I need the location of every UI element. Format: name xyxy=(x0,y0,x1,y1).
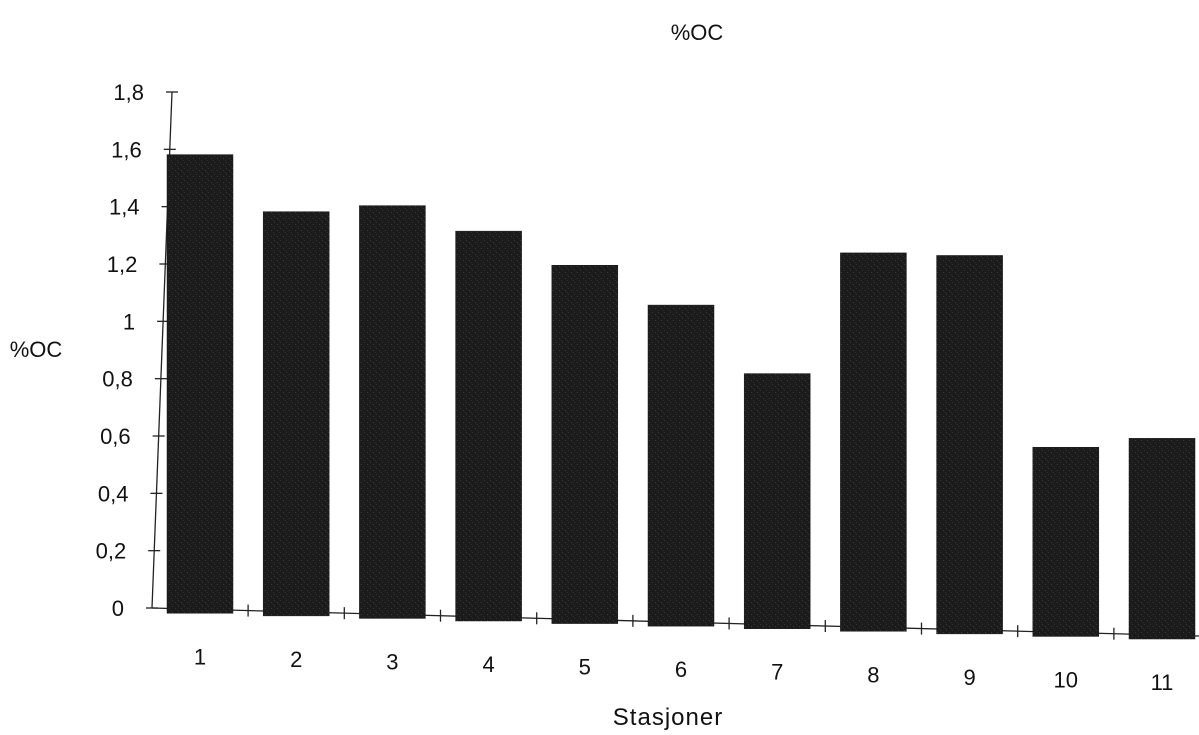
bar xyxy=(166,154,234,614)
plot-area: 0 0,2 0,4 0,6 0,8 1 1,2 1,4 1,6 1,8 1 2 3 4 5 6 7 8 9 10 11 xyxy=(96,80,1199,695)
y-tick-label: 1 xyxy=(123,309,135,334)
bar xyxy=(1128,438,1196,640)
x-tick-label: 5 xyxy=(579,655,591,680)
y-tick-label: 1,4 xyxy=(109,195,140,220)
bar xyxy=(936,255,1003,635)
x-tick-label: 6 xyxy=(675,657,687,682)
y-tick-label: 1,2 xyxy=(107,252,138,277)
bar xyxy=(262,211,330,617)
x-tick-label: 2 xyxy=(290,647,302,672)
x-tick-label: 4 xyxy=(482,652,494,677)
x-tick-label: 7 xyxy=(771,660,783,685)
x-tick-label: 11 xyxy=(1151,670,1174,695)
chart-title: %OC xyxy=(671,20,724,45)
y-tick-label: 0,8 xyxy=(102,367,133,392)
bar xyxy=(743,373,811,629)
y-tick-label: 1,6 xyxy=(111,137,142,162)
x-tick-label: 1 xyxy=(194,644,206,669)
x-tick-label: 10 xyxy=(1054,667,1078,692)
y-tick-label: 0 xyxy=(112,596,124,621)
x-axis-label: Stasjoner xyxy=(613,704,723,731)
x-tick-label: 3 xyxy=(386,649,398,674)
y-tick-label: 0,4 xyxy=(98,481,129,506)
bar xyxy=(1032,446,1100,637)
x-tick-label: 8 xyxy=(867,662,879,687)
y-tick-label: 0,2 xyxy=(96,539,127,564)
bar xyxy=(647,304,715,627)
y-tick-label: 1,8 xyxy=(113,80,144,105)
bar xyxy=(359,205,426,619)
bar xyxy=(840,252,907,632)
bar xyxy=(551,264,619,624)
bar xyxy=(455,230,522,622)
y-tick-label: 0,6 xyxy=(100,424,131,449)
y-axis-label: %OC xyxy=(10,337,63,362)
x-tick-label: 9 xyxy=(963,665,975,690)
